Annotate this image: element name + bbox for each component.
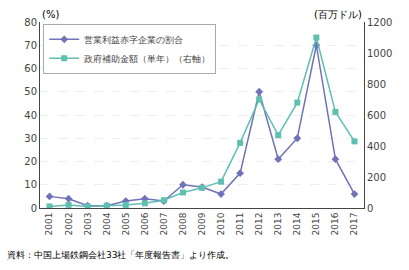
- svg-text:資料：中国上場鉄鋼会社33社「年度報告書」より作成。: 資料：中国上場鉄鋼会社33社「年度報告書」より作成。: [7, 250, 234, 260]
- svg-text:2008: 2008: [178, 212, 188, 235]
- svg-text:2003: 2003: [83, 213, 93, 236]
- svg-text:政府補助金額（単年）（右軸）: 政府補助金額（単年）（右軸）: [84, 54, 210, 64]
- svg-text:2011: 2011: [235, 213, 245, 236]
- svg-text:60: 60: [24, 63, 37, 74]
- svg-text:2017: 2017: [349, 213, 359, 236]
- svg-text:(%): (%): [42, 9, 59, 20]
- svg-text:(百万ドル): (百万ドル): [314, 9, 362, 20]
- svg-text:2016: 2016: [330, 212, 340, 235]
- svg-text:800: 800: [367, 79, 386, 90]
- svg-text:2009: 2009: [197, 212, 207, 235]
- svg-text:1200: 1200: [367, 17, 392, 28]
- svg-text:50: 50: [24, 86, 37, 97]
- svg-text:営業利益赤字企業の割合: 営業利益赤字企業の割合: [84, 35, 183, 45]
- svg-text:0: 0: [367, 203, 373, 214]
- svg-text:2010: 2010: [216, 212, 226, 235]
- svg-text:40: 40: [24, 110, 37, 121]
- svg-text:20: 20: [24, 156, 37, 167]
- svg-text:2012: 2012: [254, 213, 264, 236]
- svg-text:0: 0: [31, 203, 37, 214]
- svg-text:2002: 2002: [64, 213, 74, 236]
- svg-text:10: 10: [24, 179, 37, 190]
- svg-text:2014: 2014: [292, 212, 302, 235]
- svg-text:2013: 2013: [273, 213, 283, 236]
- svg-text:200: 200: [367, 172, 386, 183]
- svg-text:2001: 2001: [44, 213, 54, 236]
- svg-text:80: 80: [24, 17, 37, 28]
- svg-text:2004: 2004: [102, 212, 112, 235]
- svg-text:30: 30: [24, 133, 37, 144]
- svg-text:1000: 1000: [367, 48, 392, 59]
- svg-text:70: 70: [24, 40, 37, 51]
- svg-text:2006: 2006: [140, 212, 150, 235]
- svg-text:2005: 2005: [121, 213, 131, 236]
- svg-text:400: 400: [367, 141, 386, 152]
- svg-text:600: 600: [367, 110, 386, 121]
- svg-text:2007: 2007: [159, 213, 169, 236]
- svg-text:2015: 2015: [311, 213, 321, 236]
